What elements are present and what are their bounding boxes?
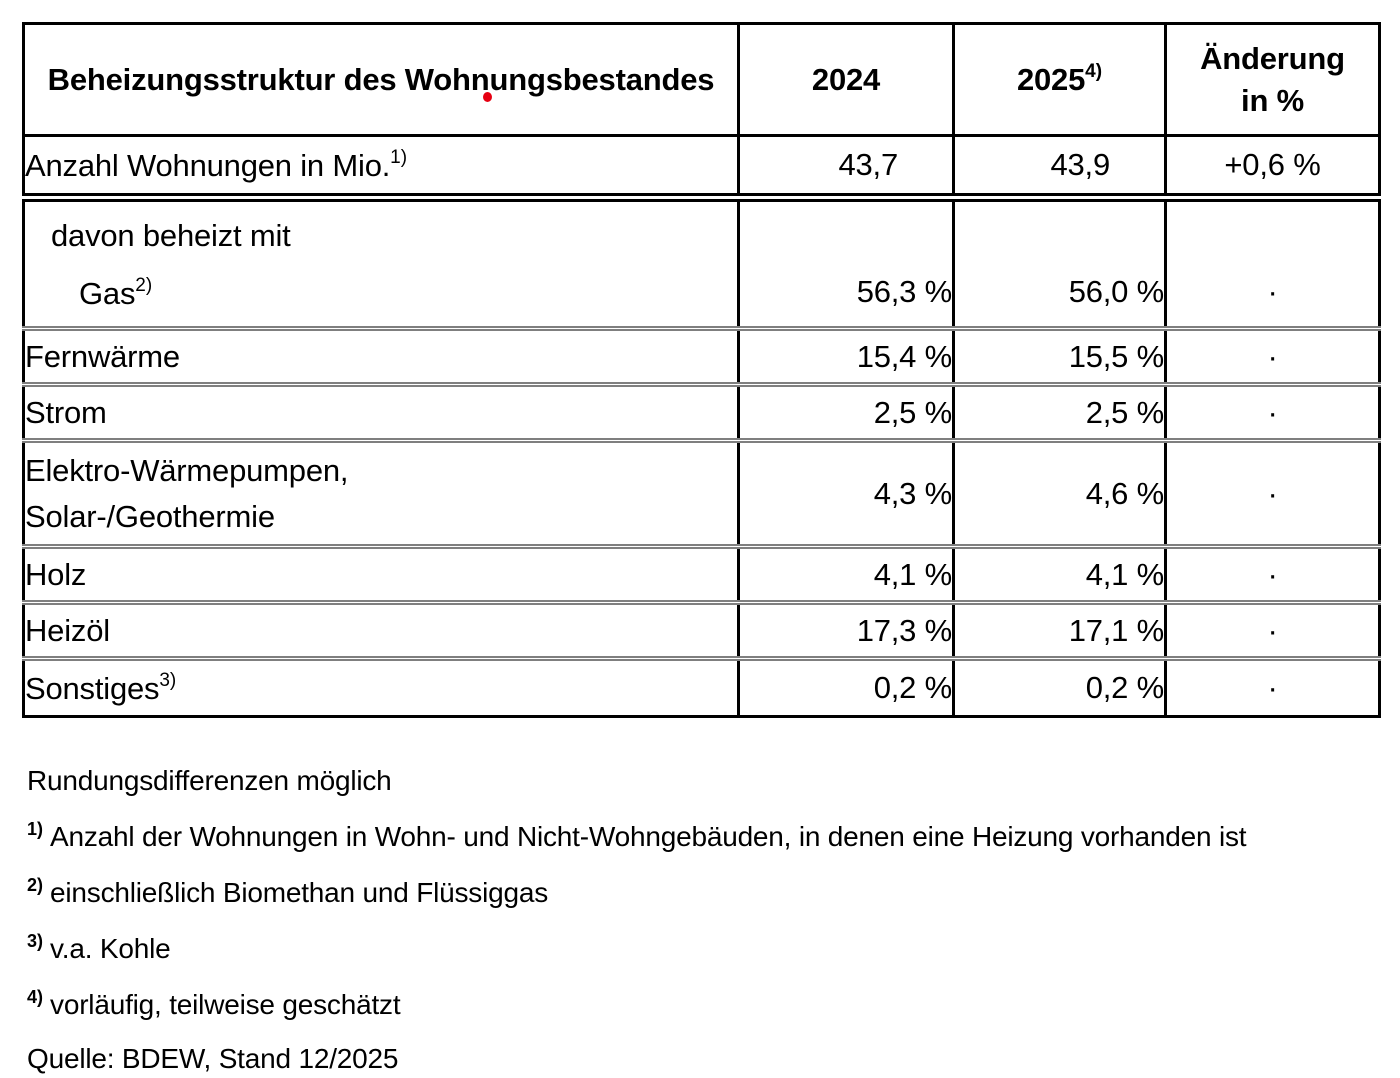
footnote-3: 3) v.a. Kohle <box>27 931 171 964</box>
cell-2025-value: 17,1 % <box>952 601 1167 661</box>
col-header-change: Änderung in % <box>1164 22 1381 137</box>
row-label: Sonstiges3) <box>22 657 740 718</box>
footnote-marker-3: 3) <box>27 931 44 951</box>
footnote-marker-1: 1) <box>27 819 44 839</box>
footnotes-block: Rundungsdifferenzen möglich 1) Anzahl der… <box>27 762 1382 1078</box>
table-row-gas: davon beheizt mit Gas2) 56,3 % 56,0 % · <box>22 196 1381 331</box>
cell-2024-value: 4,1 % <box>737 545 955 605</box>
cell-2024-value: 0,2 % <box>737 657 955 718</box>
table-row-fernwaerme: Fernwärme 15,4 % 15,5 % · <box>22 327 1381 387</box>
row-label: Elektro-Wärmepumpen, Solar-/Geothermie <box>22 439 740 549</box>
table-row-holz: Holz 4,1 % 4,1 % · <box>22 545 1381 605</box>
cell-2025-value: 15,5 % <box>952 327 1167 387</box>
col-header-2025: 20254) <box>952 22 1167 137</box>
cell-2025-value: 4,1 % <box>952 545 1167 605</box>
group-label-davon-beheizt-mit: davon beheizt mit <box>51 218 291 253</box>
row-label: Strom <box>22 383 740 443</box>
cell-2024-value: 17,3 % <box>737 601 955 661</box>
cell-change-dot: · <box>1164 545 1381 605</box>
cell-change-value: +0,6 % <box>1164 134 1381 202</box>
cell-change-dot: · <box>1164 657 1381 718</box>
table-title-text: Beheizungsstruktur des Wohnungsbestandes <box>47 61 715 97</box>
table-row-elektro-waermepumpen: Elektro-Wärmepumpen, Solar-/Geothermie 4… <box>22 439 1381 549</box>
cell-2024-value: 2,5 % <box>737 383 955 443</box>
footnote-1: 1) Anzahl der Wohnungen in Wohn- und Nich… <box>27 819 1247 852</box>
rounding-note: Rundungsdifferenzen möglich <box>27 765 392 796</box>
cell-change-dot: · <box>1164 439 1381 549</box>
table-title: Beheizungsstruktur des Wohnungsbestandes <box>22 22 740 137</box>
footnote-2: 2) einschließlich Biomethan und Flüssigga… <box>27 875 549 908</box>
cell-change-dot: · <box>1164 327 1381 387</box>
footnote-marker-2: 2) <box>27 875 44 895</box>
cell-2025-value: 4,6 % <box>952 439 1167 549</box>
row-label: Heizöl <box>22 601 740 661</box>
cell-2024-value: 56,3 % <box>737 196 955 331</box>
cell-2025-value: 2,5 % <box>952 383 1167 443</box>
cell-2024-value: 43,7 <box>737 134 955 202</box>
cell-2025-value: 0,2 % <box>952 657 1167 718</box>
table-row-sonstiges: Sonstiges3) 0,2 % 0,2 % · <box>22 657 1381 718</box>
cell-change-dot: · <box>1164 196 1381 331</box>
footnote-ref-1: 1) <box>390 146 408 168</box>
footnote-ref-4: 4) <box>1085 61 1103 82</box>
table-row-strom: Strom 2,5 % 2,5 % · <box>22 383 1381 443</box>
red-artifact-dot <box>483 92 492 102</box>
source-line: Quelle: BDEW, Stand 12/2025 <box>27 1043 399 1074</box>
row-label: Anzahl Wohnungen in Mio.1) <box>22 134 740 202</box>
cell-change-dot: · <box>1164 601 1381 661</box>
footnote-ref-3: 3) <box>159 669 177 691</box>
table-row-heizoel: Heizöl 17,3 % 17,1 % · <box>22 601 1381 661</box>
table-row-anzahl-wohnungen: Anzahl Wohnungen in Mio.1) 43,7 43,9 +0,… <box>22 134 1381 202</box>
heating-structure-table: Beheizungsstruktur des Wohnungsbestandes… <box>22 22 1381 718</box>
table-header-row: Beheizungsstruktur des Wohnungsbestandes… <box>22 22 1381 137</box>
cell-2024-value: 4,3 % <box>737 439 955 549</box>
footnote-marker-4: 4) <box>27 987 44 1007</box>
footnote-4: 4) vorläufig, teilweise geschätzt <box>27 987 401 1020</box>
footnote-ref-2: 2) <box>135 275 153 296</box>
col-header-2024: 2024 <box>737 22 955 137</box>
fuel-label-gas: Gas2) <box>79 275 153 311</box>
row-label: Fernwärme <box>22 327 740 387</box>
cell-2024-value: 15,4 % <box>737 327 955 387</box>
cell-change-dot: · <box>1164 383 1381 443</box>
row-label: davon beheizt mit Gas2) <box>22 196 740 331</box>
cell-2025-value: 56,0 % <box>952 196 1167 331</box>
cell-2025-value: 43,9 <box>952 134 1167 202</box>
row-label: Holz <box>22 545 740 605</box>
